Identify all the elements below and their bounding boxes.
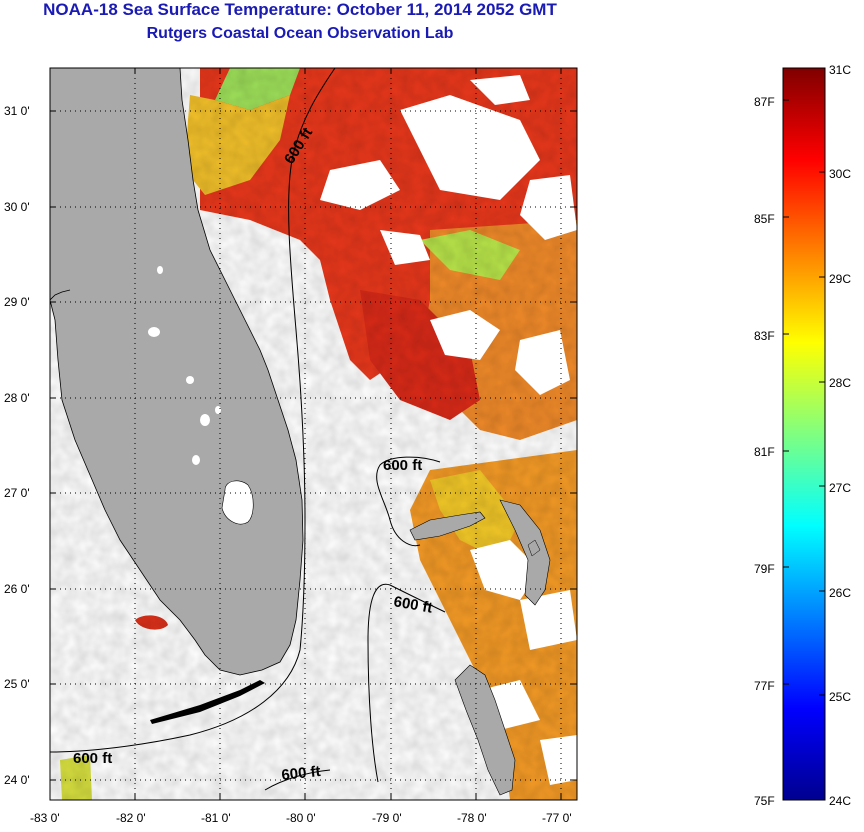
contour-label-east: 600 ft bbox=[383, 457, 422, 474]
cloud-mask bbox=[320, 75, 577, 785]
fahrenheit-labels: 87F 85F 83F 81F 79F 77F 75F bbox=[754, 95, 775, 808]
bahamas-andros bbox=[454, 664, 516, 796]
lon-label: -79 0' bbox=[372, 811, 402, 825]
lon-label: -81 0' bbox=[201, 811, 231, 825]
celsius-label: 27C bbox=[829, 481, 851, 495]
fahrenheit-label: 79F bbox=[754, 562, 775, 576]
bahamas-abaco bbox=[499, 499, 551, 606]
latitude-labels: 31 0' 30 0' 29 0' 28 0' 27 0' 26 0' 25 0… bbox=[4, 104, 30, 787]
celsius-label: 29C bbox=[829, 272, 851, 286]
temperature-colorbar: 31C 30C 29C 28C 27C 26C 25C 24C 87F 85F … bbox=[754, 63, 851, 808]
lon-label: -80 0' bbox=[286, 811, 316, 825]
bahamas-bimini bbox=[527, 539, 541, 557]
map-title: NOAA-18 Sea Surface Temperature: October… bbox=[43, 0, 557, 19]
fahrenheit-label: 81F bbox=[754, 445, 775, 459]
celsius-label: 31C bbox=[829, 63, 851, 77]
contour-label-southeast: 600 ft bbox=[392, 593, 434, 617]
lat-label: 30 0' bbox=[4, 200, 30, 214]
colorbar-ticks bbox=[783, 67, 825, 801]
contour-label-southwest: 600 ft bbox=[73, 750, 112, 767]
fahrenheit-label: 77F bbox=[754, 679, 775, 693]
lon-label: -78 0' bbox=[457, 811, 487, 825]
depth-contours bbox=[50, 68, 446, 791]
fahrenheit-label: 75F bbox=[754, 794, 775, 808]
lake-okeechobee bbox=[221, 480, 254, 525]
celsius-label: 28C bbox=[829, 376, 851, 390]
florida-keys bbox=[150, 680, 265, 724]
lat-label: 29 0' bbox=[4, 295, 30, 309]
bahamas-grand-bahama bbox=[409, 511, 486, 541]
lat-label: 24 0' bbox=[4, 773, 30, 787]
map-frame bbox=[49, 67, 578, 801]
longitude-labels: -83 0' -82 0' -81 0' -80 0' -79 0' -78 0… bbox=[30, 811, 572, 825]
fahrenheit-label: 87F bbox=[754, 95, 775, 109]
celsius-label: 24C bbox=[829, 794, 851, 808]
contour-label-south: 600 ft bbox=[281, 763, 322, 784]
florida-panhandle-coast bbox=[50, 289, 71, 301]
fahrenheit-label: 83F bbox=[754, 329, 775, 343]
lat-label: 28 0' bbox=[4, 391, 30, 405]
celsius-label: 26C bbox=[829, 586, 851, 600]
celsius-label: 25C bbox=[829, 690, 851, 704]
celsius-labels: 31C 30C 29C 28C 27C 26C 25C 24C bbox=[829, 63, 851, 808]
map-subtitle: Rutgers Coastal Ocean Observation Lab bbox=[146, 25, 454, 42]
lon-label: -82 0' bbox=[116, 811, 146, 825]
fahrenheit-label: 85F bbox=[754, 212, 775, 226]
lat-label: 25 0' bbox=[4, 677, 30, 691]
lat-label: 27 0' bbox=[4, 486, 30, 500]
lat-label: 26 0' bbox=[4, 582, 30, 596]
colorbar-gradient bbox=[782, 67, 826, 801]
lon-label: -83 0' bbox=[30, 811, 60, 825]
sst-map: 600 ft 600 ft 600 ft 600 ft 600 ft 31 0'… bbox=[4, 67, 578, 825]
lat-label: 31 0' bbox=[4, 104, 30, 118]
celsius-label: 30C bbox=[829, 167, 851, 181]
lon-label: -77 0' bbox=[542, 811, 572, 825]
